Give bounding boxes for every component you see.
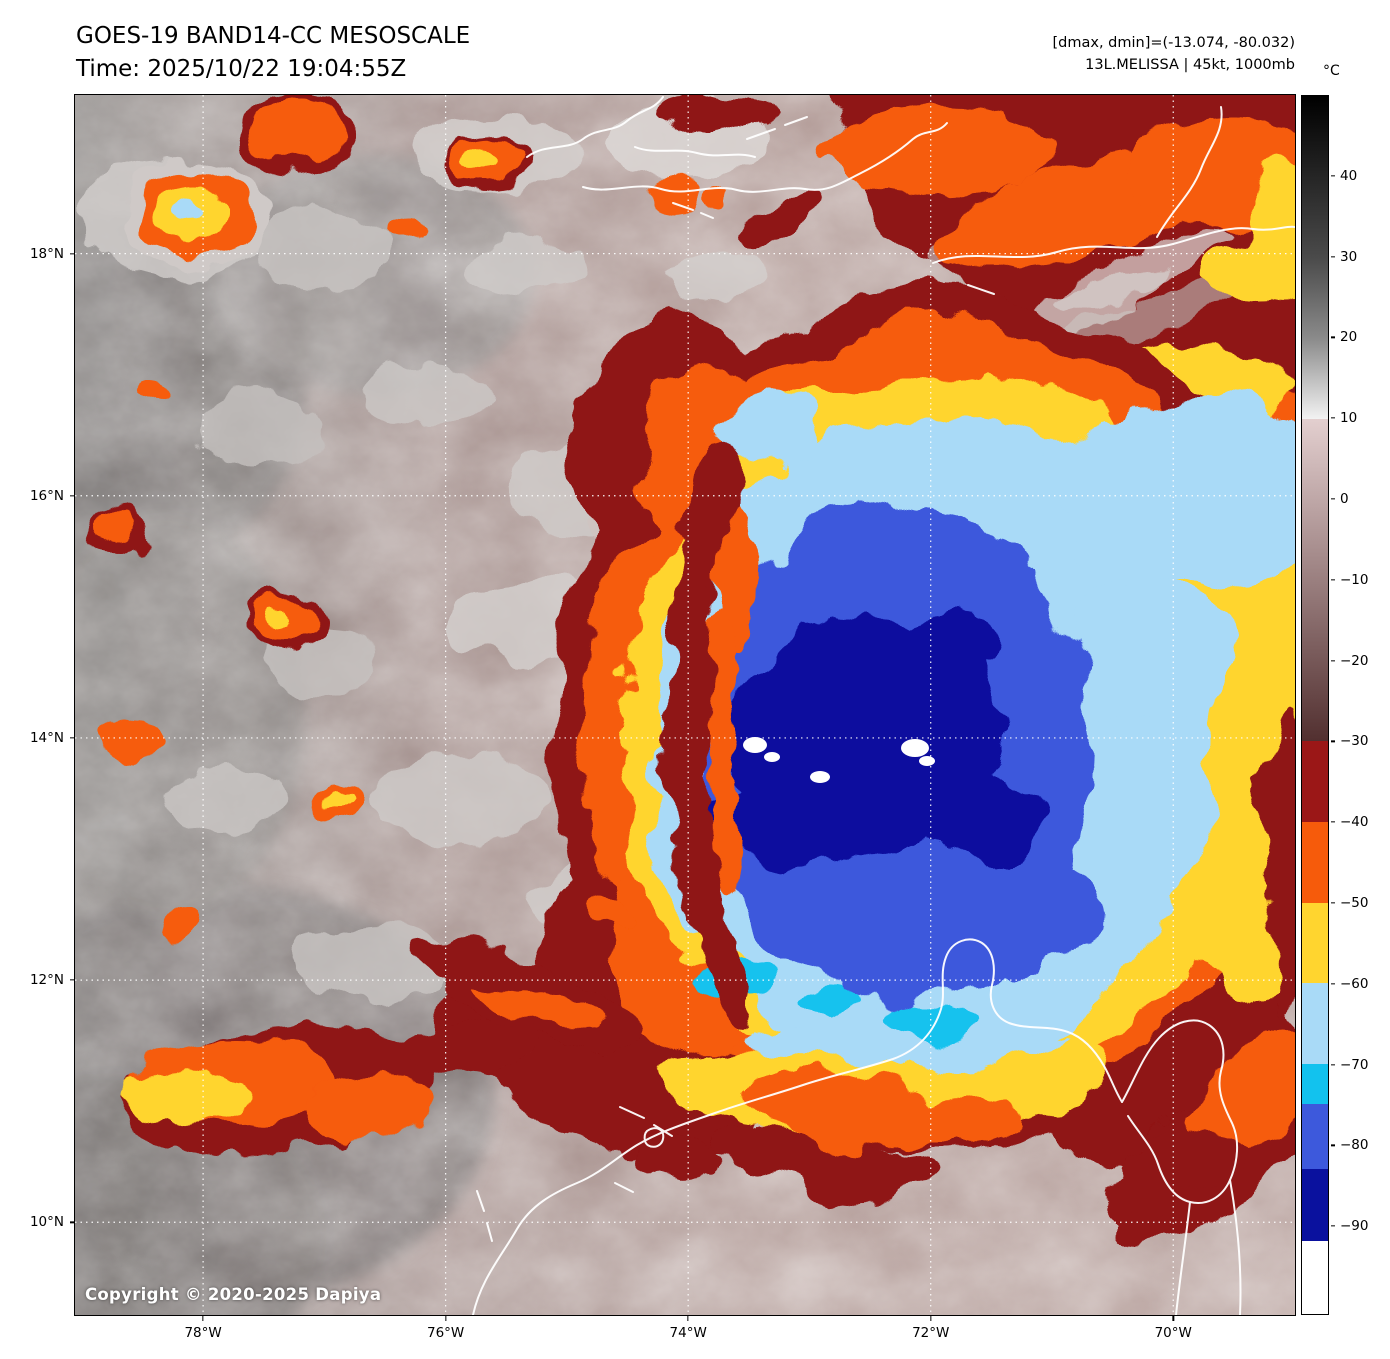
colorbar-gradient [1302,96,1328,1314]
colorbar-tick-mark [1331,1225,1335,1227]
colorbar-tick-label: 30 [1340,248,1358,265]
longitude-tick-mark [202,1316,204,1321]
colorbar-tick-mark [1331,579,1335,581]
colorbar-tick-label: −50 [1340,894,1369,911]
latitude-tick-label: 18°N [29,245,64,262]
page-title: GOES-19 BAND14-CC MESOSCALE [76,23,471,49]
latitude-axis: 18°N 16°N 14°N 12°N 10°N [0,95,75,1315]
latitude-tick-label: 16°N [29,487,64,504]
colorbar-tick-mark [1331,902,1335,904]
colorbar-tick-mark [1331,175,1335,177]
latitude-tick-mark [70,1221,75,1223]
latitude-tick-mark [70,495,75,497]
longitude-axis: 78°W 76°W 74°W 72°W 70°W [75,1316,1295,1352]
timestamp: Time: 2025/10/22 19:04:55Z [76,56,407,82]
colorbar-segment [1302,983,1328,1064]
copyright-text: Copyright © 2020-2025 Dapiya [85,1285,382,1304]
colorbar-segment [1302,418,1328,742]
longitude-tick-label: 72°W [912,1325,950,1341]
longitude-tick-label: 74°W [669,1325,707,1341]
colorbar-tick-label: −20 [1340,652,1369,669]
colorbar-segment [1302,821,1328,903]
scattered-convection [86,95,728,1154]
coastline-haiti-south [582,122,948,193]
colorbar-unit-label: °C [1323,63,1340,79]
colorbar-tick-mark [1331,336,1335,339]
title-block: GOES-19 BAND14-CC MESOSCALE Time: 2025/1… [76,20,470,86]
colorbar-tick-mark [1331,1063,1335,1066]
colorbar-tick-label: −70 [1340,1056,1369,1073]
colorbar-tick-mark [1331,659,1335,662]
satellite-image [75,95,1295,1315]
colorbar-tick-mark [1331,417,1335,419]
colorbar-segment [1302,337,1328,419]
longitude-tick-label: 76°W [426,1325,465,1341]
info-block: [dmax, dmin]=(-13.074, -80.032) 13L.MELI… [1053,32,1296,76]
colorbar-tick-label: 40 [1340,167,1358,184]
colorbar [1301,95,1329,1315]
colorbar-ticks: 40 30 20 10 0 −10 −20 −30 −40 −50 −60 −70 −80 −90 [1331,95,1386,1315]
colorbar-tick-label: 0 [1340,490,1349,507]
colorbar-tick-label: −40 [1340,814,1369,831]
colorbar-tick-label: −60 [1340,975,1369,992]
colorbar-tick-label: 10 [1340,410,1358,427]
colorbar-segment [1302,1104,1328,1169]
coastline-south-america [472,938,1123,1315]
coastline-hispaniola [932,225,1295,264]
latitude-tick-label: 12°N [29,972,64,989]
latitude-tick-mark [70,737,75,739]
colorbar-segment [1302,1063,1328,1105]
longitude-tick-mark [1172,1316,1174,1321]
colorbar-tick-label: −30 [1340,733,1369,750]
overshooting-tops [743,737,935,783]
colorbar-tick-label: −80 [1340,1137,1369,1154]
colorbar-segment [1302,902,1328,984]
latitude-tick-label: 14°N [29,729,64,746]
colorbar-tick-mark [1331,255,1335,258]
storm-info: 13L.MELISSA | 45kt, 1000mb [1085,57,1295,73]
colorbar-segment [1302,96,1328,258]
coastlines [472,96,1295,1315]
colorbar-tick-mark [1331,983,1335,985]
latitude-tick-mark [70,252,75,255]
coastline-maracaibo [1121,1019,1238,1204]
dmax-dmin-readout: [dmax, dmin]=(-13.074, -80.032) [1052,35,1296,51]
colorbar-segment [1302,257,1328,338]
hurricane-rings [435,290,1295,1228]
longitude-tick-label: 70°W [1154,1325,1192,1341]
latitude-tick-mark [70,979,75,981]
colorbar-tick-label: −90 [1340,1218,1369,1235]
west-eyewall-striations [665,440,754,1027]
colorbar-tick-mark [1331,821,1335,823]
colorbar-tick-label: −10 [1340,571,1369,588]
latitude-tick-label: 10°N [29,1214,64,1231]
colorbar-segment [1302,1168,1328,1242]
longitude-tick-mark [687,1316,689,1321]
colorbar-tick-mark [1331,740,1335,742]
colorbar-segment [1302,741,1328,822]
longitude-tick-mark [444,1316,447,1321]
satellite-map: Copyright © 2020-2025 Dapiya [74,94,1296,1316]
colorbar-tick-label: 20 [1340,329,1358,346]
colorbar-tick-mark [1331,498,1335,500]
longitude-tick-mark [930,1316,932,1321]
colorbar-tick-mark [1331,1144,1335,1146]
colorbar-segment [1302,1241,1328,1314]
coastline-haiti-north [526,96,664,158]
longitude-tick-label: 78°W [184,1325,222,1341]
